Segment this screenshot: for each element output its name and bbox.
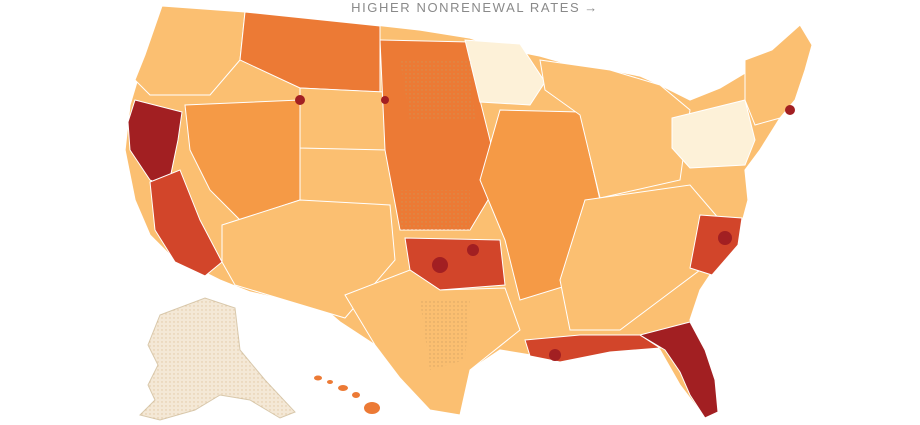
region-hawaii-island-1 (314, 375, 322, 381)
hotspot (467, 244, 479, 256)
region-hawaii-group (314, 375, 380, 414)
hotspot (295, 95, 305, 105)
region-southern-california (149, 169, 223, 277)
legend-caption-text: HIGHER NONRENEWAL RATES (351, 0, 581, 15)
region-southwest (221, 199, 396, 319)
region-hawaii-island-5 (364, 402, 380, 414)
region-hawaii-island-2 (327, 380, 333, 384)
legend-caption: HIGHER NONRENEWAL RATES → (340, 0, 610, 15)
arrow-right-icon: → (584, 0, 599, 15)
region-new-england (744, 24, 813, 126)
region-oklahoma (404, 237, 506, 291)
region-great-lakes (539, 59, 691, 199)
region-gulf-coast (524, 334, 662, 363)
region-florida (638, 321, 719, 419)
hotspot (432, 257, 448, 273)
region-hawaii-island-4 (352, 392, 360, 398)
hotspot (785, 105, 795, 115)
hotspot (718, 231, 732, 245)
region-southeast (559, 184, 721, 331)
hotspot (549, 349, 561, 361)
region-wyoming (299, 87, 389, 151)
region-minnesota (464, 39, 546, 106)
texture-kansas (400, 190, 470, 230)
region-carolinas-coast (689, 214, 743, 276)
hotspot (381, 96, 389, 104)
hotspots (295, 95, 795, 361)
texture-texas (420, 300, 470, 370)
region-hawaii-island-3 (338, 385, 348, 391)
texture-plains (400, 60, 475, 120)
alaska-texture (140, 298, 295, 420)
